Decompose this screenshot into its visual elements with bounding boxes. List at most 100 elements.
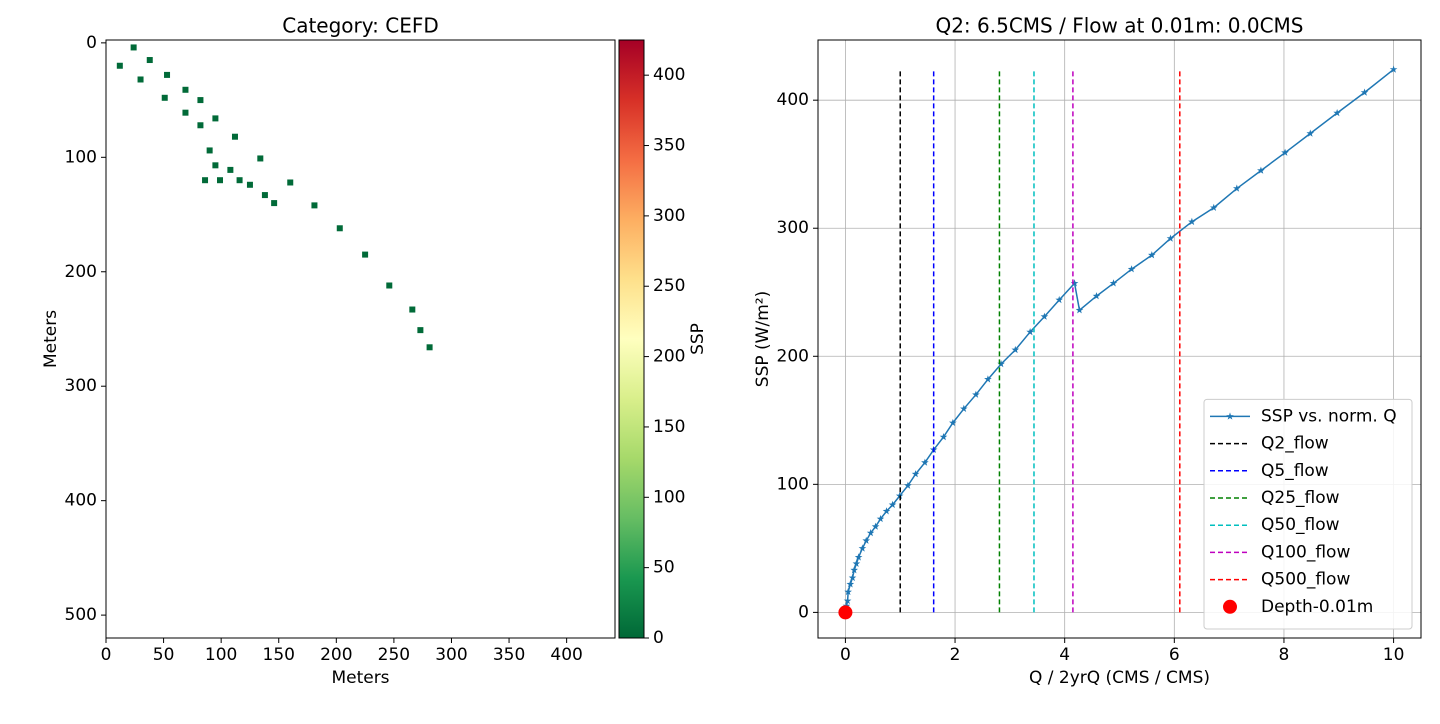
axes-frame: [817, 39, 1422, 639]
marker: [1092, 292, 1101, 300]
marker: [852, 559, 861, 567]
colorbar-tick-label: 350: [653, 136, 685, 156]
colorbar-tick-label: 250: [653, 276, 685, 296]
colorbar-tick-label: 200: [653, 347, 685, 367]
cell: [202, 177, 209, 184]
chart-title: Category: CEFD: [282, 14, 439, 38]
cell: [311, 202, 318, 209]
x-tick-label: 300: [435, 645, 467, 665]
marker: [858, 544, 867, 552]
y-tick-label: 200: [65, 262, 97, 282]
cell: [116, 62, 123, 69]
y-tick-label: 300: [65, 376, 97, 396]
marker: [1333, 109, 1341, 117]
marker: [1040, 312, 1049, 320]
cell: [161, 94, 168, 101]
legend-label: Q2_flow: [1261, 434, 1329, 454]
cell: [164, 71, 171, 78]
y-axis-label: SSP (W/m²): [753, 291, 773, 387]
axes-frame: [105, 39, 616, 639]
marker: [1360, 88, 1369, 96]
y-tick-label: 100: [777, 474, 809, 494]
x-tick-label: 2: [950, 645, 961, 665]
marker: [1148, 251, 1156, 259]
y-tick-label: 400: [777, 90, 809, 110]
marker: [843, 596, 852, 605]
marker: [1011, 345, 1020, 354]
colorbar-tick-label: 0: [653, 628, 664, 648]
colorbar-tick-label: 400: [653, 65, 685, 85]
x-tick-label: 250: [378, 645, 410, 665]
marker: [862, 536, 870, 544]
marker: [888, 500, 897, 509]
cell: [362, 251, 369, 258]
cell: [386, 282, 393, 289]
cell: [137, 76, 144, 83]
marker: [866, 529, 875, 537]
marker: [949, 418, 957, 427]
marker: [972, 390, 980, 398]
legend-label: Q100_flow: [1261, 542, 1350, 562]
marker: [1127, 265, 1136, 273]
cell: [212, 115, 219, 122]
marker: [904, 481, 912, 489]
colorbar: [618, 39, 645, 639]
cell: [236, 177, 243, 184]
marker: [876, 514, 885, 523]
cell: [287, 179, 294, 186]
cell: [271, 200, 278, 207]
x-tick-label: 350: [493, 645, 525, 665]
colorbar-tick-label: 300: [653, 206, 685, 226]
colorbar-tick-label: 50: [653, 558, 675, 578]
cell: [197, 97, 204, 104]
cell: [206, 147, 213, 154]
cell: [426, 344, 433, 351]
marker: [939, 433, 948, 441]
marker: [984, 375, 992, 383]
cell: [246, 181, 253, 188]
cell: [217, 177, 224, 184]
x-tick-label: 8: [1279, 645, 1290, 665]
marker: [1188, 217, 1196, 226]
legend-label: SSP vs. norm. Q: [1261, 406, 1397, 426]
legend-label: Q5_flow: [1261, 461, 1329, 481]
x-tick-label: 200: [320, 645, 352, 665]
marker: [1257, 166, 1265, 174]
y-tick-label: 200: [777, 346, 809, 366]
legend-label: Q25_flow: [1261, 488, 1340, 508]
cell: [212, 162, 219, 169]
cell: [197, 122, 204, 129]
x-tick-label: 0: [840, 645, 851, 665]
colorbar-tick-label: 150: [653, 417, 685, 437]
cell: [146, 57, 153, 64]
cell: [227, 166, 234, 173]
x-tick-label: 6: [1169, 645, 1180, 665]
marker: [1166, 234, 1175, 242]
x-axis-label: Meters: [331, 668, 389, 688]
marker: [854, 553, 863, 561]
marker: [1389, 65, 1398, 73]
cell: [417, 327, 424, 334]
chart-title: Q2: 6.5CMS / Flow at 0.01m: 0.0CMS: [935, 14, 1303, 38]
legend-marker: [1226, 412, 1234, 420]
colorbar-label: SSP: [688, 323, 708, 355]
cell: [130, 44, 137, 51]
marker: [848, 573, 857, 582]
legend-marker: [1223, 599, 1237, 614]
x-tick-label: 0: [101, 645, 112, 665]
marker: [921, 458, 929, 466]
y-tick-label: 300: [777, 218, 809, 238]
marker: [1075, 306, 1084, 314]
marker: [960, 404, 968, 412]
cell: [182, 109, 189, 116]
cell: [336, 225, 343, 232]
marker: [1109, 279, 1118, 287]
cell: [231, 133, 238, 140]
marker: [911, 470, 920, 478]
x-tick-label: 4: [1059, 645, 1070, 665]
x-tick-label: 400: [550, 645, 582, 665]
marker: [1281, 148, 1289, 156]
cell: [409, 306, 416, 313]
marker: [1306, 129, 1315, 137]
